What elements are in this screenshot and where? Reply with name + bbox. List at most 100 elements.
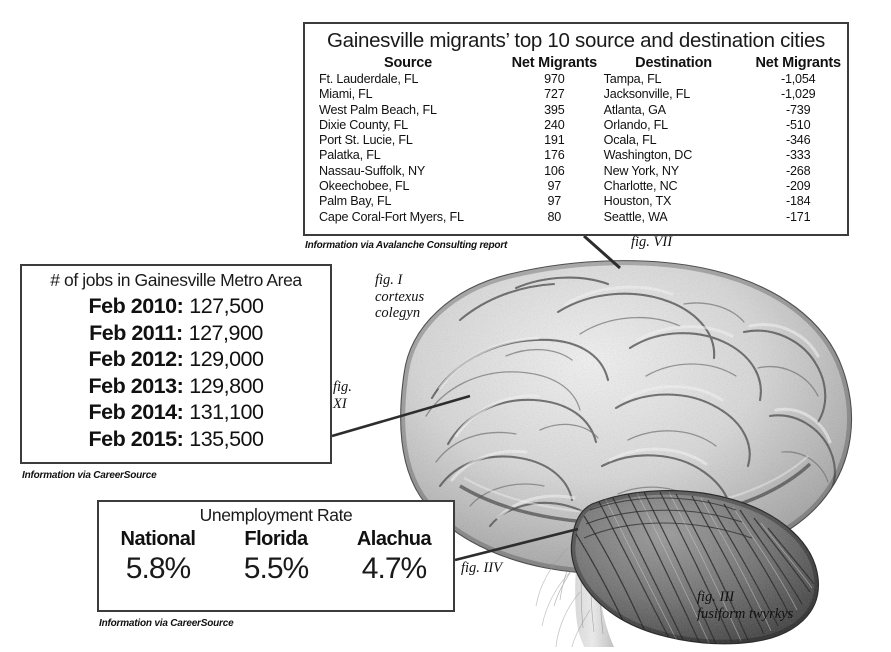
figure-label-line: fig. I: [375, 272, 403, 288]
cell-source: Port St. Lucie, FL: [319, 133, 413, 148]
cell-destination: Atlanta, GA: [603, 102, 666, 117]
table-row: Okeechobee, FL 97 Charlotte, NC -209: [305, 179, 847, 194]
cell-source: Miami, FL: [319, 87, 373, 102]
jobs-title: # of jobs in Gainesville Metro Area: [50, 270, 302, 290]
table-row: Palm Bay, FL 97 Houston, TX -184: [305, 194, 847, 209]
cell-source-net: 80: [547, 209, 562, 224]
jobs-year-value: 129,800: [189, 373, 264, 398]
brain-illustration: [340, 248, 891, 648]
cell-destination: Ocala, FL: [603, 133, 657, 148]
jobs-year-label: Feb 2015:: [88, 426, 184, 451]
figure-label-cortexus: fig. I cortexus colegyn: [375, 272, 424, 322]
cell-destination: Charlotte, NC: [603, 179, 678, 194]
unemployment-column: National 5.8%: [99, 527, 217, 587]
unemployment-region-label: Florida: [244, 528, 308, 550]
migrants-table-card: Gainesville migrants’ top 10 source and …: [303, 22, 849, 236]
jobs-list: Feb 2010: 127,500 Feb 2011: 127,900 Feb …: [22, 293, 330, 452]
table-row: Port St. Lucie, FL 191 Ocala, FL -346: [305, 133, 847, 148]
unemployment-title: Unemployment Rate: [199, 505, 353, 525]
table-row: Dixie County, FL 240 Orlando, FL -510: [305, 118, 847, 133]
jobs-year-value: 129,000: [189, 347, 264, 371]
figure-label-line: cortexus: [375, 288, 425, 305]
table-row: Cape Coral-Fort Myers, FL 80 Seattle, WA…: [305, 210, 847, 225]
figure-label-line: fig. III: [697, 589, 735, 605]
cell-destination-net: -1,054: [780, 72, 816, 86]
unemployment-credit: Information via CareerSource: [99, 618, 234, 629]
jobs-year-label: Feb 2014:: [88, 400, 184, 424]
cell-destination-net: -209: [786, 179, 811, 194]
jobs-year-value: 135,500: [189, 426, 264, 451]
unemployment-column: Alachua 4.7%: [335, 527, 453, 587]
cell-destination: Houston, TX: [603, 194, 672, 209]
cell-source: Okeechobee, FL: [319, 179, 410, 194]
cell-destination-net: -171: [786, 209, 811, 224]
jobs-year-label: Feb 2013:: [88, 373, 184, 398]
jobs-year-label: Feb 2010:: [88, 294, 184, 318]
cell-source: Cape Coral-Fort Myers, FL: [319, 209, 464, 224]
cell-destination-net: -1,029: [780, 87, 816, 102]
cell-source-net: 970: [544, 72, 565, 86]
cerebellum-shape: [570, 490, 819, 645]
table-row: Nassau-Suffolk, NY 106 New York, NY -268: [305, 164, 847, 179]
unemployment-card: Unemployment Rate National 5.8% Florida …: [97, 500, 455, 612]
jobs-credit: Information via CareerSource: [22, 470, 157, 481]
cell-source-net: 106: [544, 163, 565, 178]
migrants-credit: Information via Avalanche Consulting rep…: [305, 240, 508, 251]
unemployment-region-label: National: [120, 528, 196, 550]
figure-label-vii: fig. VII: [631, 234, 673, 250]
unemployment-grid: National 5.8% Florida 5.5% Alachua 4.7%: [99, 527, 453, 587]
cell-source-net: 97: [547, 179, 562, 194]
cell-source-net: 97: [547, 194, 562, 209]
cell-destination-net: -739: [786, 102, 811, 117]
unemployment-rate-value: 5.8%: [125, 552, 191, 585]
column-header-destination-net: Net Migrants: [755, 55, 842, 71]
cell-source-net: 240: [544, 117, 565, 132]
cell-destination: New York, NY: [603, 163, 679, 178]
cell-source-net: 191: [544, 133, 565, 148]
table-row: Miami, FL 727 Jacksonville, FL -1,029: [305, 87, 847, 102]
table-header-row: Source Net Migrants Destination Net Migr…: [305, 55, 847, 72]
cell-source: Palm Bay, FL: [319, 194, 392, 209]
table-row: West Palm Beach, FL 395 Atlanta, GA -739: [305, 103, 847, 118]
cell-destination-net: -510: [786, 117, 811, 132]
cell-destination: Jacksonville, FL: [603, 87, 691, 102]
jobs-year-value: 131,100: [189, 400, 264, 424]
figure-label-fusiform: fig. III fusiform twyrkys: [697, 589, 793, 622]
cell-source: Nassau-Suffolk, NY: [319, 163, 426, 178]
cell-destination: Tampa, FL: [603, 72, 662, 86]
unemployment-rate-value: 5.5%: [243, 552, 309, 585]
list-item: Feb 2011: 127,900: [22, 320, 330, 347]
jobs-card: # of jobs in Gainesville Metro Area Feb …: [20, 264, 332, 464]
migrants-table: Source Net Migrants Destination Net Migr…: [305, 55, 847, 225]
figure-label-line: colegyn: [375, 305, 421, 321]
migrants-table-title: Gainesville migrants’ top 10 source and …: [326, 29, 826, 52]
unemployment-column: Florida 5.5%: [217, 527, 335, 587]
column-header-source-net: Net Migrants: [511, 55, 598, 71]
list-item: Feb 2013: 129,800: [22, 373, 330, 400]
figure-label-xi: fig. XI: [333, 379, 352, 412]
cell-source: Ft. Lauderdale, FL: [319, 72, 419, 86]
cell-source-net: 727: [544, 87, 565, 102]
list-item: Feb 2012: 129,000: [22, 346, 330, 373]
list-item: Feb 2015: 135,500: [22, 426, 330, 453]
list-item: Feb 2014: 131,100: [22, 399, 330, 426]
cell-source: Palatka, FL: [319, 148, 381, 163]
column-header-destination: Destination: [635, 55, 712, 71]
table-row: Palatka, FL 176 Washington, DC -333: [305, 148, 847, 163]
column-header-source: Source: [383, 55, 432, 71]
cell-destination: Washington, DC: [603, 148, 693, 163]
cell-destination-net: -333: [786, 148, 811, 163]
cell-source-net: 176: [544, 148, 565, 163]
figure-label-line: fig.: [333, 379, 352, 395]
cell-source-net: 395: [544, 102, 565, 117]
jobs-year-value: 127,500: [189, 294, 264, 318]
unemployment-region-label: Alachua: [356, 528, 432, 550]
cell-source: West Palm Beach, FL: [319, 102, 437, 117]
cell-destination: Orlando, FL: [603, 117, 669, 132]
jobs-year-label: Feb 2011:: [89, 320, 183, 345]
jobs-year-label: Feb 2012:: [88, 347, 184, 371]
list-item: Feb 2010: 127,500: [22, 293, 330, 320]
cell-source: Dixie County, FL: [319, 117, 408, 132]
figure-label-line: fusiform twyrkys: [697, 605, 794, 622]
